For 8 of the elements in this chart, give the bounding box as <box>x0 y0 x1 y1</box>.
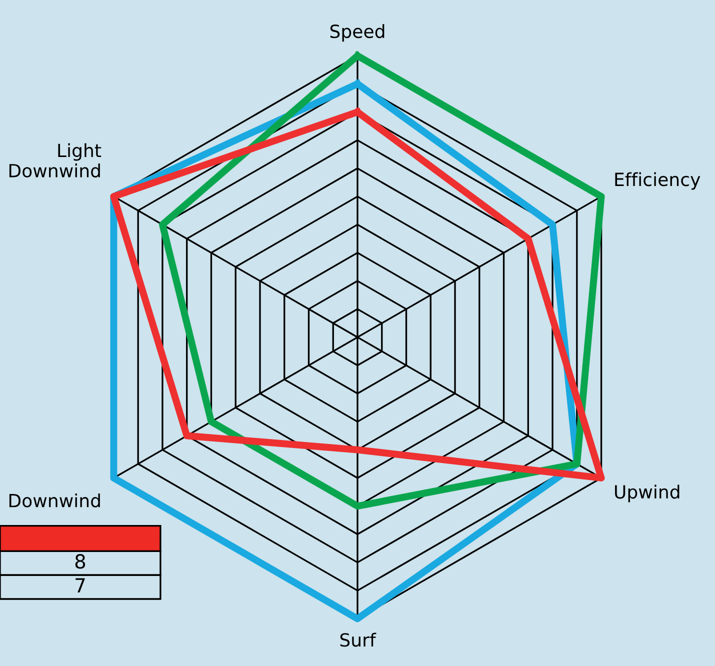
spoke-label: Downwind <box>9 493 100 508</box>
spoke-label: Speed <box>330 24 384 42</box>
spoke-label: Surf <box>340 632 376 647</box>
text: 7 <box>76 578 85 592</box>
text: 8 <box>75 554 86 569</box>
spoke-label: Efficiency <box>615 172 700 190</box>
spoke-label: Upwind <box>615 484 680 502</box>
spoke-label: Light Downwind <box>9 143 102 178</box>
